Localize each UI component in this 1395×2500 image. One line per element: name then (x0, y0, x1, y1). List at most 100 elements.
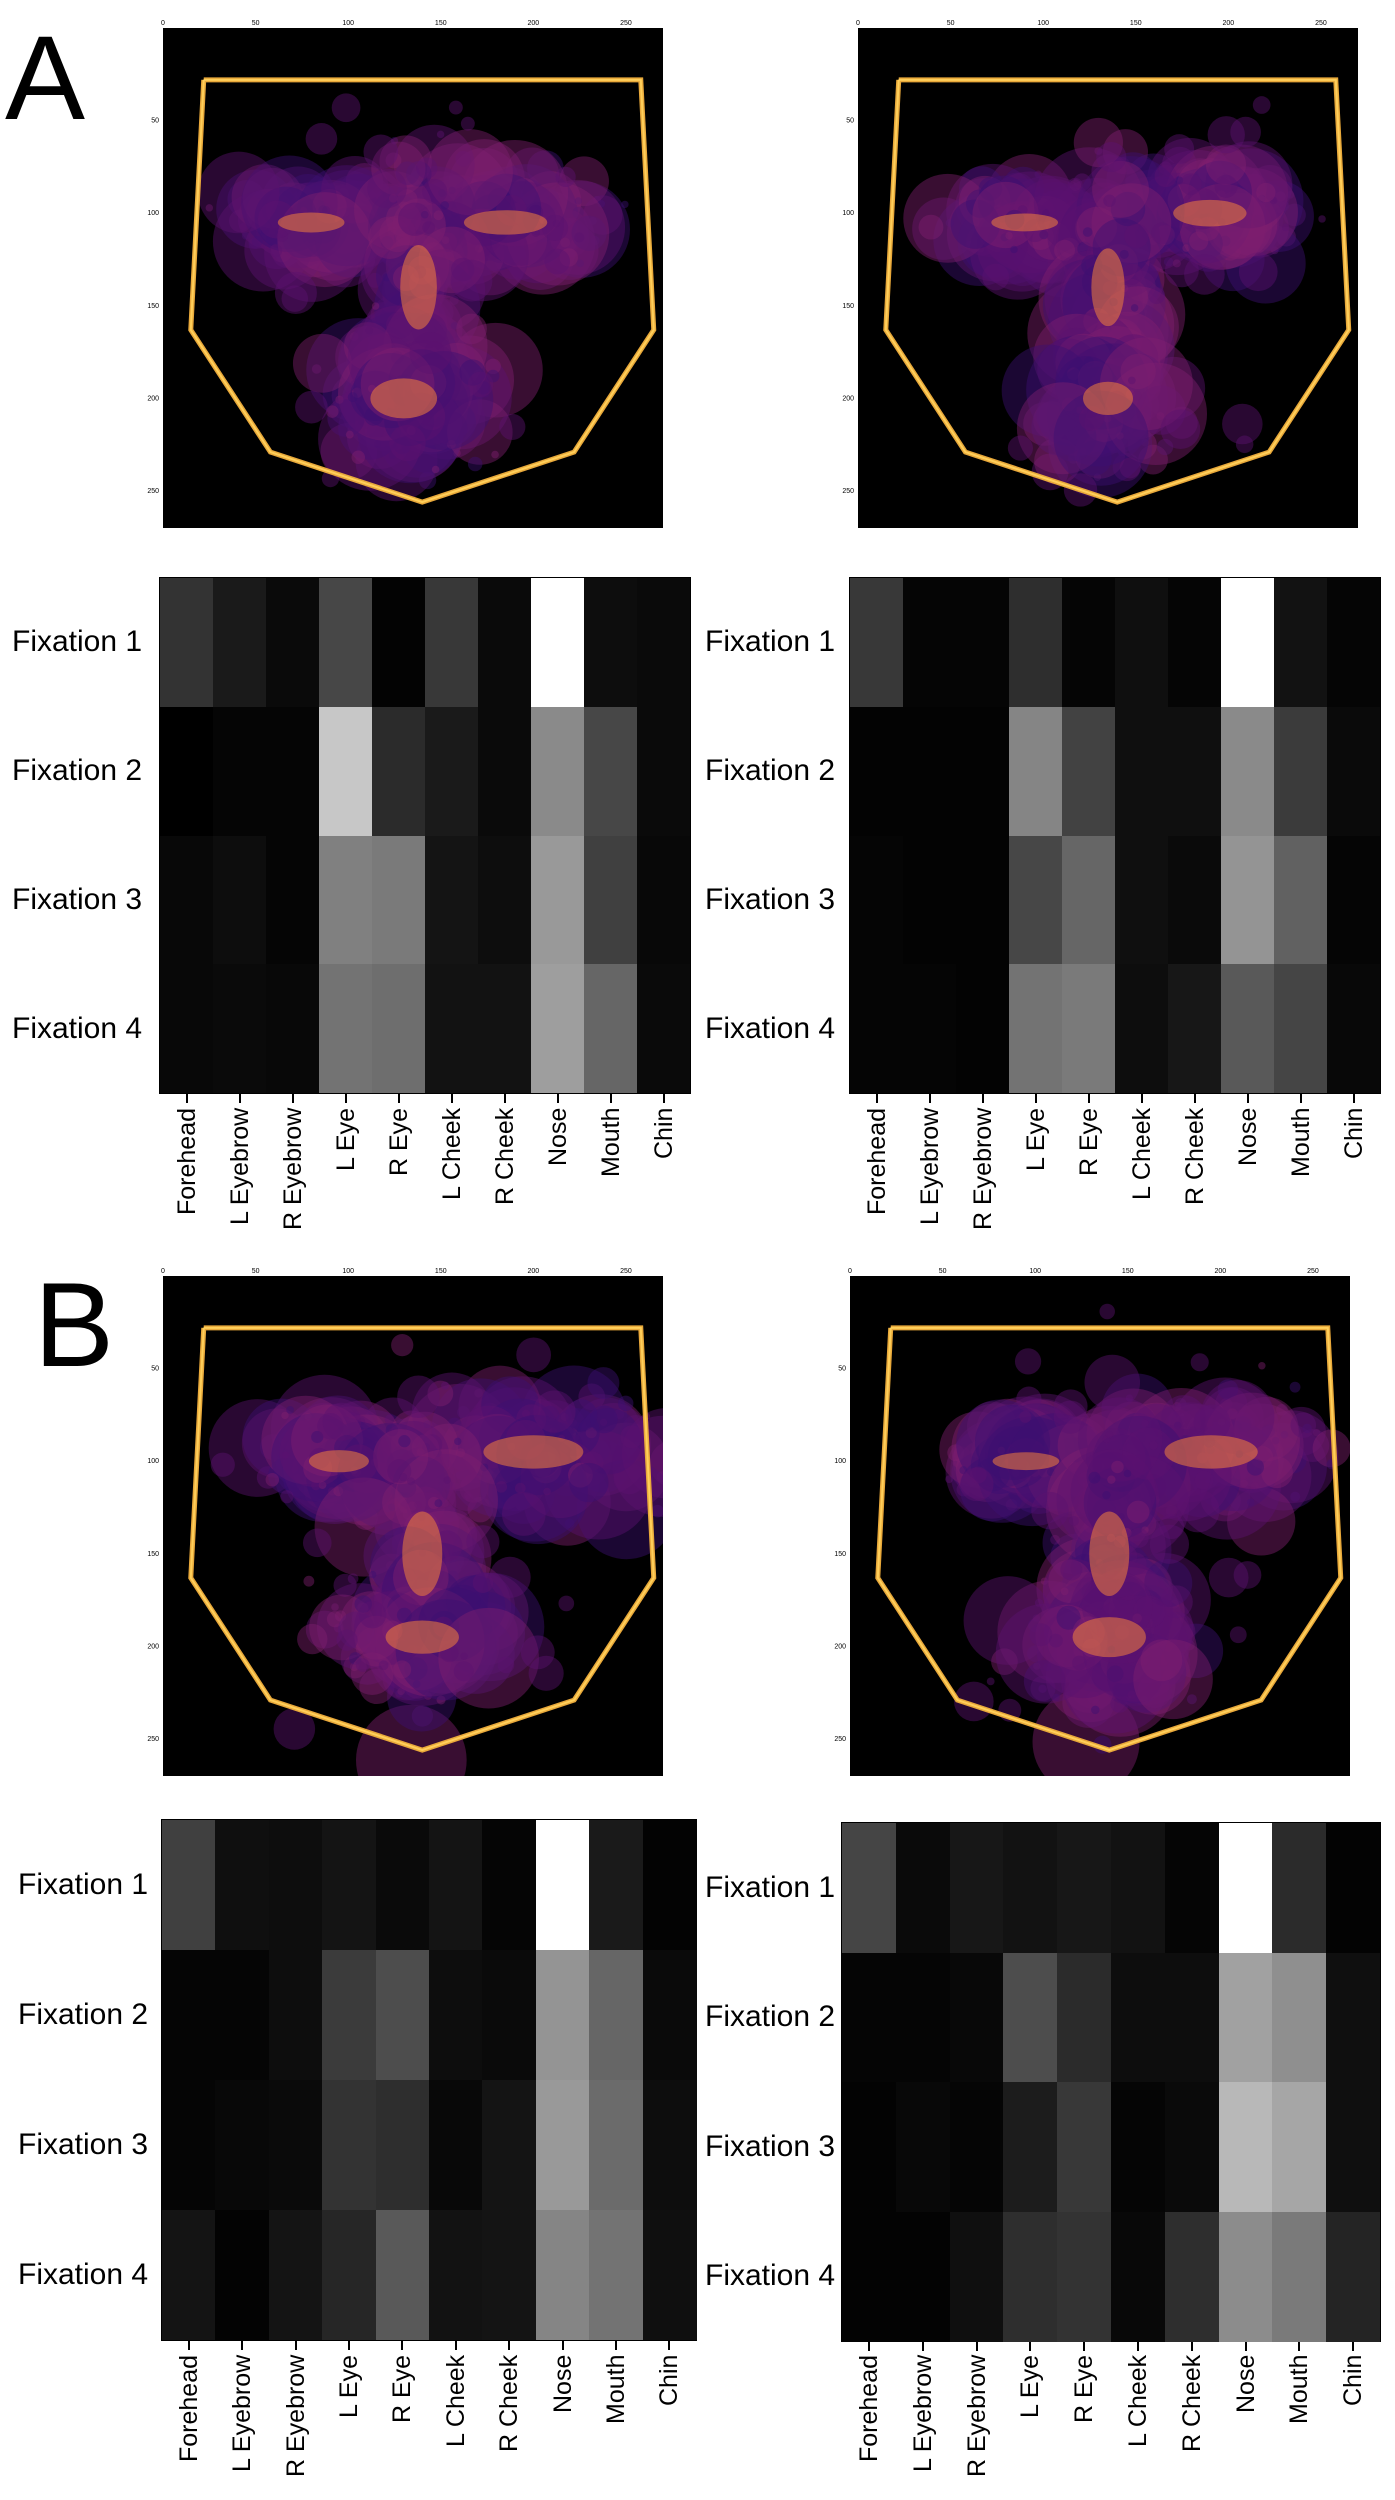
fixation-bubble (968, 1459, 994, 1484)
fixation-bubble (333, 1623, 343, 1633)
fixation-bubble (410, 437, 419, 446)
fixation-bubble (549, 1427, 557, 1435)
fixation-bubble (388, 193, 398, 203)
fixation-bubble (359, 1668, 395, 1705)
fixation-bubble (1077, 340, 1086, 349)
fixation-bubble (264, 205, 361, 302)
fixation-bubble (984, 1421, 1002, 1438)
fixation-bubble (1257, 191, 1267, 201)
fixation-bubble (358, 1446, 367, 1454)
fixation-bubble (1048, 1465, 1072, 1489)
fixation-bubble (335, 395, 344, 404)
fixation-bubble (432, 1609, 444, 1621)
heatmap-cell (589, 2210, 644, 2340)
fixation-bubble (1138, 444, 1168, 475)
y-tick-label: 100 (147, 210, 159, 217)
fixation-bubble (326, 405, 339, 418)
fixation-bubble (379, 135, 432, 188)
fixation-bubble (649, 1442, 663, 1485)
fixation-bubble (489, 1556, 531, 1599)
fixation-bubble (392, 421, 401, 430)
fixation-bubble (491, 450, 499, 459)
fixation-bubble (1176, 1652, 1185, 1661)
fixation-bubble (1089, 1474, 1098, 1482)
fixation-bubble (1149, 1441, 1158, 1450)
fixation-bubble (1098, 366, 1107, 375)
heatmap-cell (372, 578, 425, 707)
heatmap-cell (637, 706, 690, 836)
fixation-bubble (433, 410, 468, 446)
heatmap-cell (949, 1823, 1004, 1953)
fixation-bubble (353, 1462, 401, 1510)
fixation-bubble (959, 1467, 994, 1502)
fixation-bubble (356, 1426, 396, 1466)
y-tick-label: 50 (151, 118, 159, 125)
y-tick-label: 200 (834, 1643, 846, 1650)
fixation-bubble (361, 1429, 378, 1446)
heatmap-cell (589, 2080, 644, 2210)
fixation-bubble (450, 212, 464, 226)
fixation-bubbles (197, 93, 630, 502)
fixation-bubble (229, 209, 252, 233)
heatmap-cell (372, 835, 425, 965)
fixation-bubble (303, 1575, 315, 1587)
fixation-bubble (1210, 1485, 1241, 1516)
fixation-bubble (1200, 1471, 1251, 1522)
fixation-bubble (444, 1505, 457, 1519)
fixation-bubble (406, 426, 416, 436)
fixation-bubble (529, 1396, 538, 1404)
fixation-bubble (349, 332, 359, 341)
heatmap-cell (268, 2080, 323, 2210)
fixation-bubble (1012, 1443, 1023, 1453)
heatmap-column-label: Forehead (862, 1107, 891, 1215)
fixation-density-core (1173, 199, 1247, 227)
fixation-bubble (1216, 1468, 1225, 1477)
fixation-bubble (281, 1451, 289, 1459)
fixation-bubble (622, 1414, 650, 1442)
fixation-bubble (574, 232, 585, 243)
fixation-bubble (363, 1453, 385, 1475)
fixation-bubble (1119, 418, 1130, 429)
fixation-bubble (418, 190, 442, 213)
fixation-bubble (389, 341, 431, 383)
fixation-bubble (487, 188, 511, 212)
fixation-bubble (1281, 223, 1290, 232)
x-tick-label: 100 (342, 1268, 354, 1275)
fixation-bubble (512, 197, 521, 206)
fixation-bubble (322, 202, 334, 215)
fixation-bubble (431, 465, 440, 474)
fixation-bubble (1043, 1634, 1076, 1666)
fixation-bubble (387, 1662, 457, 1732)
fixation-bubble (976, 1398, 1040, 1462)
fixation-bubble (590, 235, 600, 246)
fixation-bubble (621, 200, 629, 209)
fixation-bubble (331, 199, 380, 248)
fixation-bubble (421, 1434, 443, 1455)
fixation-bubble (1132, 373, 1161, 402)
fixation-bubble (1030, 230, 1039, 239)
fixation-bubble (501, 1431, 510, 1439)
fixation-bubble (945, 218, 954, 227)
fixation-bubble (390, 136, 399, 145)
fixation-bubble (1052, 312, 1138, 398)
y-tick-label: 200 (842, 395, 854, 402)
heatmap-column-label: Nose (1231, 2354, 1260, 2413)
fixation-bubble (578, 1383, 606, 1411)
fixation-bubble (559, 248, 578, 267)
fixation-bubble (1049, 1633, 1063, 1648)
fixation-bubble (1092, 1699, 1100, 1707)
heatmap-cell (322, 1820, 377, 1950)
fixation-bubble (309, 1594, 375, 1661)
heatmap-cell (478, 835, 531, 965)
fixation-bubble (552, 198, 561, 207)
fixation-bubble (441, 1591, 526, 1676)
fixation-bubble (394, 351, 494, 451)
heatmap-cell (1164, 1823, 1219, 1953)
fixation-bubble (499, 236, 507, 245)
fixation-bubble (378, 1660, 389, 1671)
fixation-bubble (1033, 401, 1072, 440)
fixation-bubble (481, 389, 490, 398)
fixation-bubble (1084, 314, 1168, 398)
fixation-bubble (367, 330, 383, 347)
